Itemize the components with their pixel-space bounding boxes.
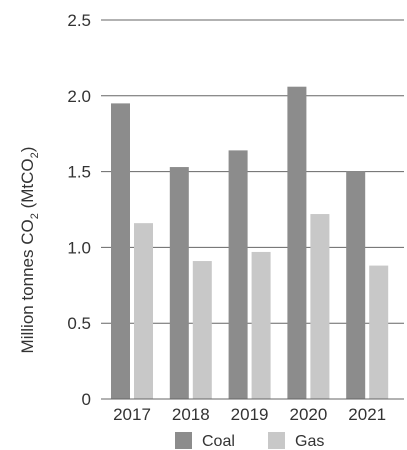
bar-gas-2020 xyxy=(310,214,330,399)
y-axis-title-part-2: (MtCO xyxy=(18,158,37,213)
legend-swatch-gas xyxy=(268,432,285,449)
bar-coal-2020 xyxy=(287,86,307,399)
bar-coal-2017 xyxy=(111,103,130,399)
legend: Coal Gas xyxy=(175,432,324,450)
y-tick-label: 0 xyxy=(82,390,91,409)
bar-coal-2021 xyxy=(346,171,366,399)
x-axis-ticks: 2017 2018 2019 2020 2021 xyxy=(113,405,386,424)
y-tick-label: 0.5 xyxy=(67,314,91,333)
y-axis-title-part-1: Million tonnes CO xyxy=(18,219,37,353)
bar-gas-2019 xyxy=(251,251,271,399)
y-tick-label: 2.0 xyxy=(67,87,91,106)
x-tick-label: 2021 xyxy=(348,405,386,424)
bar-gas-2021 xyxy=(369,265,389,399)
bars xyxy=(101,86,404,400)
y-tick-label: 1.5 xyxy=(67,163,91,182)
legend-label-coal: Coal xyxy=(202,433,235,450)
bar-coal-2018 xyxy=(169,167,189,399)
bar-gas-2018 xyxy=(192,261,212,399)
x-tick-label: 2020 xyxy=(289,405,327,424)
y-tick-label: 2.5 xyxy=(67,11,91,30)
y-axis-title-sub-2: 2 xyxy=(29,152,41,158)
y-axis-title-part-3: ) xyxy=(18,147,37,153)
y-axis-ticks: 0 0.5 1.0 1.5 2.0 2.5 xyxy=(67,11,91,409)
legend-label-gas: Gas xyxy=(295,433,324,450)
bar-gas-2017 xyxy=(134,223,153,399)
bar-coal-2019 xyxy=(228,150,248,399)
x-tick-label: 2017 xyxy=(113,405,151,424)
y-tick-label: 1.0 xyxy=(67,238,91,257)
y-axis-title: Million tonnes CO2 (MtCO2) xyxy=(18,147,41,354)
x-tick-label: 2018 xyxy=(172,405,210,424)
y-axis-title-sub-1: 2 xyxy=(29,213,41,219)
x-tick-label: 2019 xyxy=(231,405,269,424)
legend-swatch-coal xyxy=(175,432,192,449)
